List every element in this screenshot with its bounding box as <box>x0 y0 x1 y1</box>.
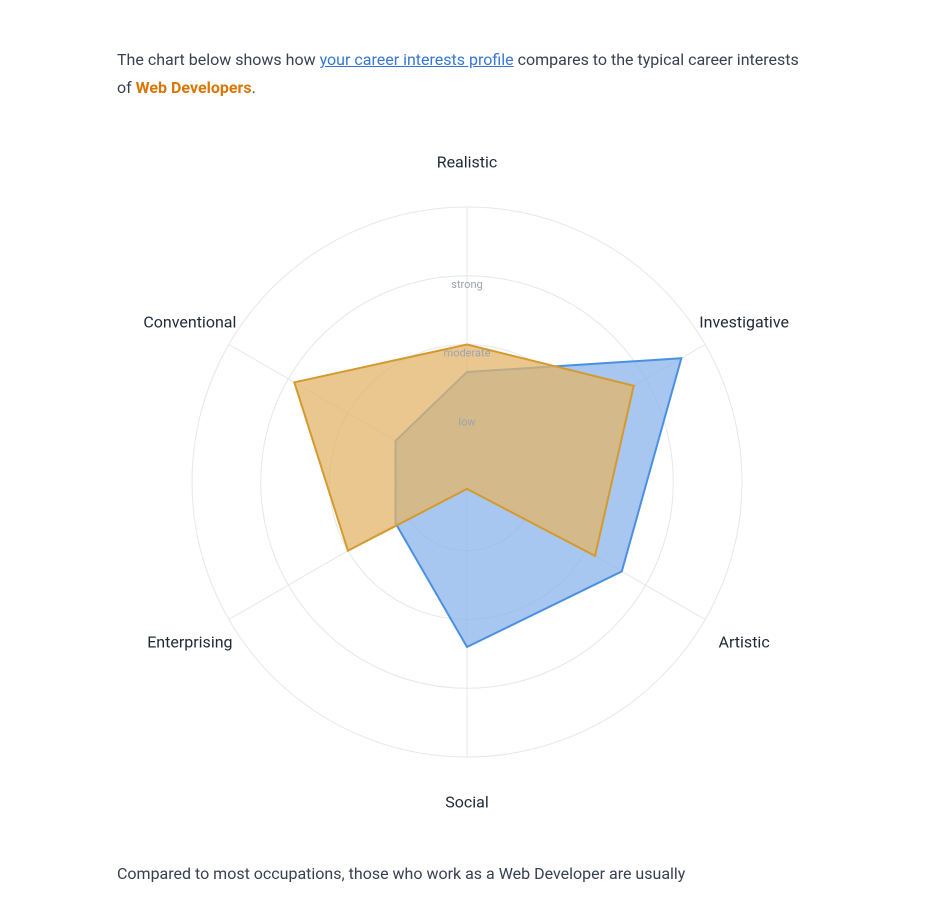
radar-svg: low moderate strong <box>117 132 817 832</box>
outro-text: Compared to most occupations, those who … <box>117 864 685 883</box>
intro-text-prefix: The chart below shows how <box>117 50 320 69</box>
ring-label-low: low <box>458 415 476 428</box>
intro-paragraph: The chart below shows how your career in… <box>117 46 814 102</box>
intro-text-suffix: . <box>252 78 256 97</box>
axis-label-enterprising: Enterprising <box>147 633 232 652</box>
ring-label-strong: strong <box>451 278 482 291</box>
career-interests-link[interactable]: your career interests profile <box>320 50 514 69</box>
axis-label-social: Social <box>445 793 488 812</box>
axis-label-conventional: Conventional <box>143 313 236 332</box>
outro-paragraph: Compared to most occupations, those who … <box>117 860 814 888</box>
ring-label-moderate: moderate <box>444 347 491 360</box>
axis-label-realistic: Realistic <box>437 153 498 172</box>
axis-label-investigative: Investigative <box>699 313 789 332</box>
career-name: Web Developers <box>136 78 252 97</box>
axis-label-artistic: Artistic <box>719 633 770 652</box>
radar-chart: low moderate strong Realistic Investigative… <box>117 132 817 832</box>
